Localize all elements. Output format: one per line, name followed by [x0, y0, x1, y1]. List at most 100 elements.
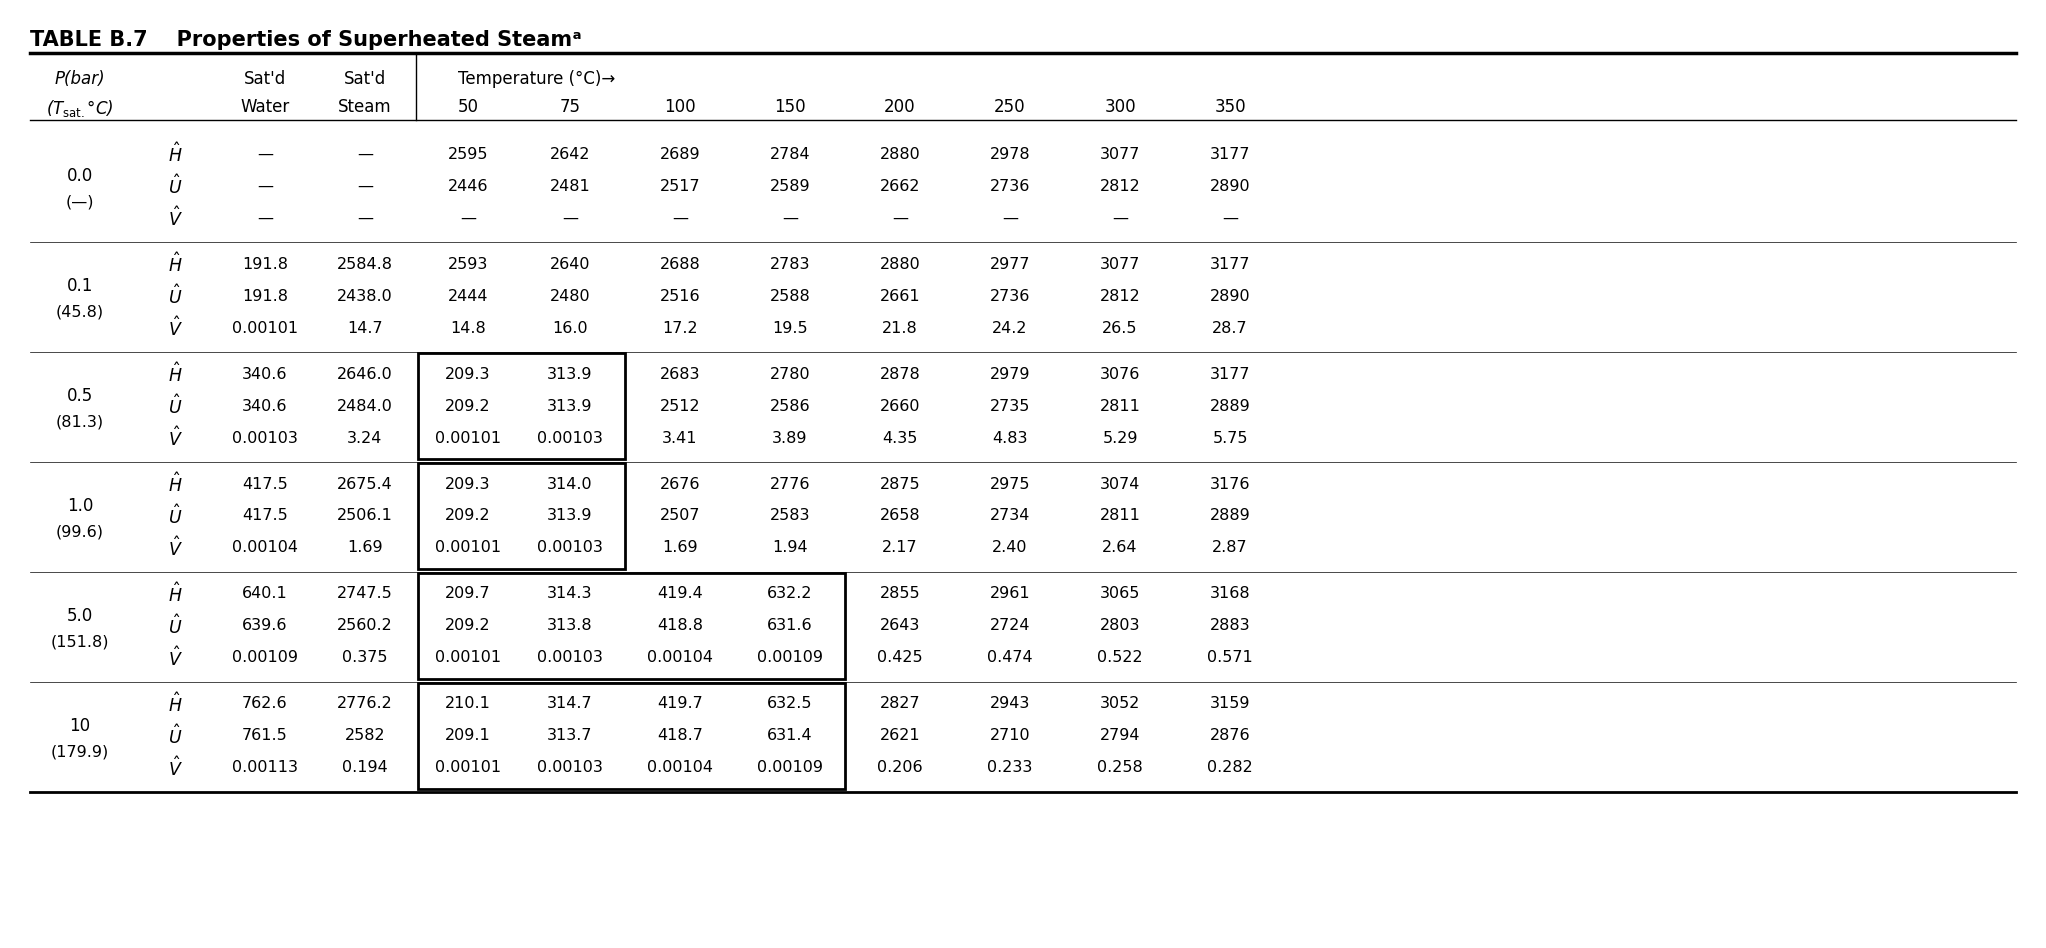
- Text: 4.35: 4.35: [882, 430, 919, 446]
- Text: (151.8): (151.8): [51, 634, 108, 649]
- Text: 2776: 2776: [769, 477, 810, 491]
- Text: —: —: [258, 178, 272, 193]
- Text: 14.7: 14.7: [348, 320, 383, 336]
- Text: 4.83: 4.83: [992, 430, 1027, 446]
- Text: 2975: 2975: [990, 477, 1031, 491]
- Text: 2736: 2736: [990, 178, 1031, 193]
- Text: 191.8: 191.8: [241, 257, 288, 271]
- Text: $\hat{U}$: $\hat{U}$: [168, 614, 182, 638]
- Text: 2855: 2855: [880, 587, 921, 601]
- Text: 2646.0: 2646.0: [338, 367, 393, 381]
- Text: 209.2: 209.2: [446, 618, 491, 633]
- Text: 0.00103: 0.00103: [536, 540, 604, 556]
- Text: 2.17: 2.17: [882, 540, 919, 556]
- Text: 209.2: 209.2: [446, 508, 491, 523]
- Text: $\hat{H}$: $\hat{H}$: [168, 582, 182, 606]
- Text: 2438.0: 2438.0: [338, 288, 393, 303]
- Text: 0.00101: 0.00101: [436, 540, 501, 556]
- Text: 2642: 2642: [550, 147, 589, 161]
- Text: 3076: 3076: [1101, 367, 1140, 381]
- Text: 2736: 2736: [990, 288, 1031, 303]
- Text: 50: 50: [458, 98, 479, 116]
- Text: 761.5: 761.5: [241, 728, 288, 743]
- Text: 2880: 2880: [880, 257, 921, 271]
- Text: 209.7: 209.7: [446, 587, 491, 601]
- Text: 2878: 2878: [880, 367, 921, 381]
- Text: 209.2: 209.2: [446, 398, 491, 413]
- Text: Temperature (°C)→: Temperature (°C)→: [458, 70, 616, 88]
- Text: 3177: 3177: [1209, 147, 1250, 161]
- Text: 2661: 2661: [880, 288, 921, 303]
- Text: 313.9: 313.9: [546, 367, 593, 381]
- Text: Sat'd: Sat'd: [344, 70, 387, 88]
- Text: 2584.8: 2584.8: [338, 257, 393, 271]
- Text: 418.8: 418.8: [657, 618, 704, 633]
- Text: —: —: [892, 210, 908, 226]
- Text: 2.87: 2.87: [1211, 540, 1248, 556]
- Text: 2812: 2812: [1099, 178, 1140, 193]
- Text: 2643: 2643: [880, 618, 921, 633]
- Text: 2507: 2507: [659, 508, 700, 523]
- Text: 0.00101: 0.00101: [436, 430, 501, 446]
- Text: 300: 300: [1105, 98, 1136, 116]
- Text: 0.00109: 0.00109: [231, 650, 299, 665]
- Text: 2689: 2689: [659, 147, 700, 161]
- Text: 2735: 2735: [990, 398, 1031, 413]
- Text: 631.4: 631.4: [767, 728, 812, 743]
- Text: 3052: 3052: [1101, 697, 1140, 712]
- Text: 0.282: 0.282: [1207, 760, 1252, 775]
- Text: 2827: 2827: [880, 697, 921, 712]
- Text: 2481: 2481: [550, 178, 591, 193]
- Text: 0.00103: 0.00103: [536, 430, 604, 446]
- Text: 75: 75: [559, 98, 581, 116]
- Text: 2876: 2876: [1209, 728, 1250, 743]
- Text: 1.94: 1.94: [771, 540, 808, 556]
- Text: 2961: 2961: [990, 587, 1031, 601]
- Text: 3077: 3077: [1101, 257, 1140, 271]
- Text: $\hat{V}$: $\hat{V}$: [168, 537, 182, 560]
- Text: 0.00113: 0.00113: [231, 760, 299, 775]
- Text: 2588: 2588: [769, 288, 810, 303]
- Text: 2889: 2889: [1209, 508, 1250, 523]
- Text: 24.2: 24.2: [992, 320, 1027, 336]
- Bar: [417, 353, 624, 459]
- Text: 0.5: 0.5: [68, 388, 94, 406]
- Text: 5.0: 5.0: [68, 608, 94, 626]
- Text: 2517: 2517: [659, 178, 700, 193]
- Text: 2875: 2875: [880, 477, 921, 491]
- Text: —: —: [356, 147, 372, 161]
- Text: Water: Water: [239, 98, 291, 116]
- Text: 0.258: 0.258: [1097, 760, 1144, 775]
- Text: 2890: 2890: [1209, 178, 1250, 193]
- Text: 2977: 2977: [990, 257, 1031, 271]
- Text: $\hat{V}$: $\hat{V}$: [168, 647, 182, 670]
- Bar: [417, 573, 845, 679]
- Text: 1.69: 1.69: [348, 540, 383, 556]
- Text: 0.474: 0.474: [986, 650, 1033, 665]
- Text: $\hat{U}$: $\hat{U}$: [168, 284, 182, 308]
- Text: —: —: [356, 178, 372, 193]
- Text: 2784: 2784: [769, 147, 810, 161]
- Text: 2589: 2589: [769, 178, 810, 193]
- Text: 2890: 2890: [1209, 288, 1250, 303]
- Text: 191.8: 191.8: [241, 288, 288, 303]
- Text: 632.5: 632.5: [767, 697, 812, 712]
- Text: —: —: [258, 147, 272, 161]
- Text: 417.5: 417.5: [241, 477, 288, 491]
- Text: 419.4: 419.4: [657, 587, 704, 601]
- Text: 2621: 2621: [880, 728, 921, 743]
- Text: 2516: 2516: [659, 288, 700, 303]
- Text: $\hat{H}$: $\hat{H}$: [168, 692, 182, 716]
- Text: $\hat{H}$: $\hat{H}$: [168, 472, 182, 496]
- Text: $\hat{U}$: $\hat{U}$: [168, 504, 182, 528]
- Text: 3177: 3177: [1209, 257, 1250, 271]
- Text: —: —: [671, 210, 687, 226]
- Text: 0.00104: 0.00104: [647, 760, 712, 775]
- Text: 2583: 2583: [769, 508, 810, 523]
- Text: 0.00109: 0.00109: [757, 650, 822, 665]
- Text: 2593: 2593: [448, 257, 489, 271]
- Text: 0.00101: 0.00101: [436, 650, 501, 665]
- Text: —: —: [356, 210, 372, 226]
- Text: 2480: 2480: [550, 288, 591, 303]
- Text: —: —: [1111, 210, 1127, 226]
